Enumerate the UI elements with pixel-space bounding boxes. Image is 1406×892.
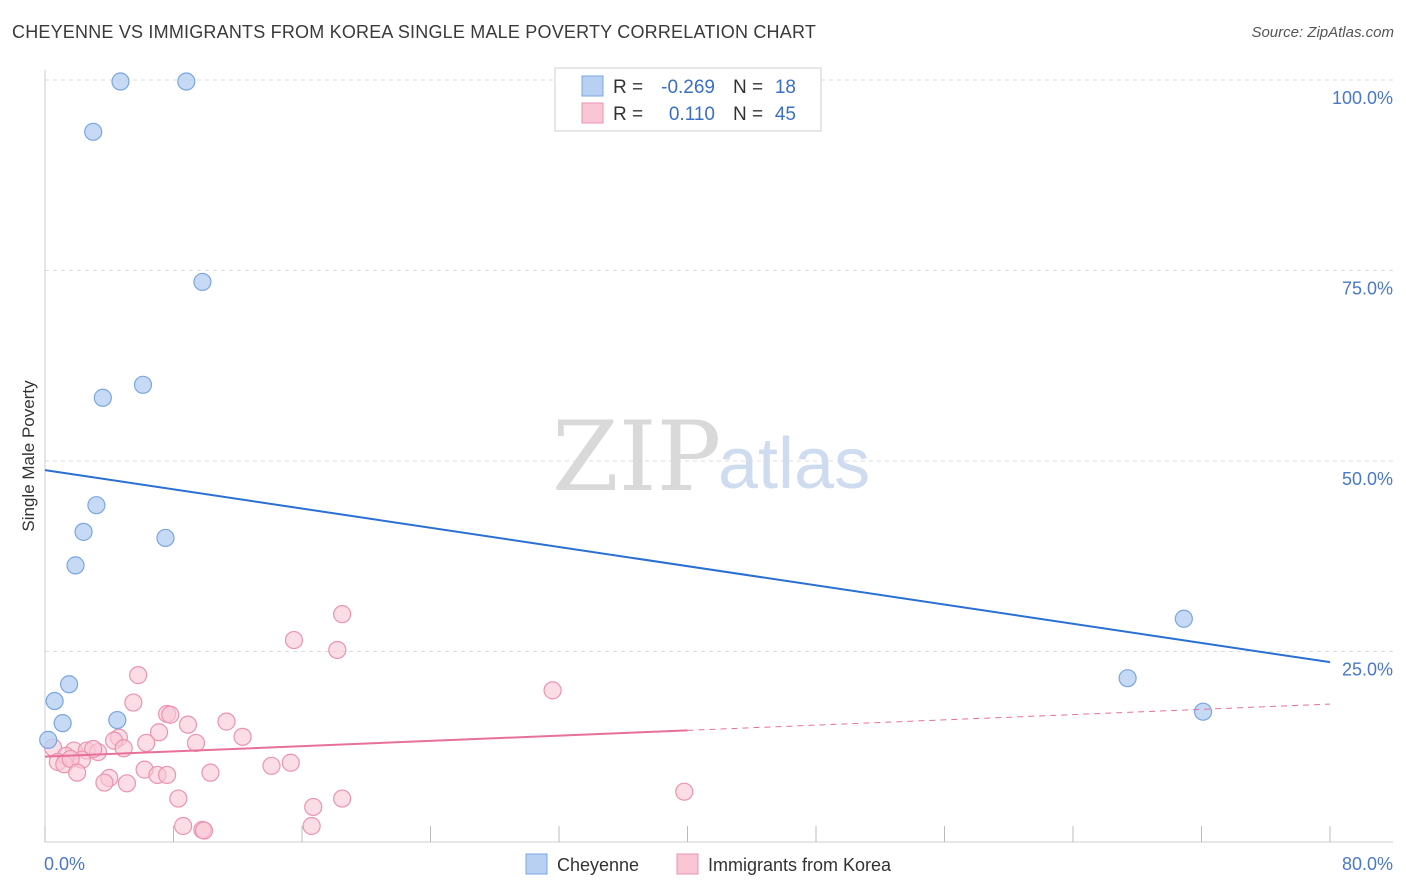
korea-point-39 (333, 789, 352, 808)
korea-trend-line-extension (687, 703, 1331, 731)
korea-point-9 (217, 712, 236, 731)
cheyenne-point-5 (133, 375, 153, 394)
x-tick-label-min: 0.0% (44, 854, 85, 874)
legend-n-value-2: 45 (775, 104, 796, 125)
korea-point-36 (117, 774, 137, 793)
korea-point-38 (169, 789, 188, 808)
legend-n-label-2: N = (733, 104, 763, 125)
korea-point-15 (186, 733, 206, 753)
y-tick-label-25: 25.0% (1342, 660, 1393, 680)
legend-swatch-cheyenne (581, 75, 604, 97)
cheyenne-point-11 (45, 691, 64, 711)
korea-point-8 (178, 715, 198, 734)
legend-r-value-1: -0.269 (661, 77, 715, 98)
korea-point-4 (543, 681, 562, 700)
watermark-zip: ZIP (552, 401, 721, 513)
bottom-legend-label-korea: Immigrants from Korea (708, 855, 892, 875)
cheyenne-point-1 (177, 72, 196, 91)
korea-point-30 (68, 763, 87, 782)
cheyenne-point-8 (156, 528, 175, 548)
chart-title: CHEYENNE VS IMMIGRANTS FROM KOREA SINGLE… (12, 22, 817, 42)
legend-r-label-2: R = (613, 104, 643, 125)
bottom-legend-swatch-cheyenne (525, 853, 548, 875)
trend-lines (44, 469, 1331, 758)
cheyenne-points (39, 72, 1213, 749)
y-axis-label: Single Male Poverty (19, 380, 38, 532)
correlation-legend: R = -0.269 N = 18 R = 0.110 N = 45 (554, 67, 822, 132)
y-tick-label-75: 75.0% (1342, 279, 1393, 299)
legend-n-label-1: N = (733, 77, 763, 98)
cheyenne-point-2 (84, 122, 103, 141)
korea-point-43 (194, 821, 214, 840)
cheyenne-point-9 (66, 556, 85, 575)
y-tick-label-50: 50.0% (1342, 469, 1393, 489)
y-tick-label-100: 100.0% (1332, 88, 1393, 108)
cheyenne-point-3 (193, 272, 212, 292)
cheyenne-point-12 (53, 714, 72, 733)
cheyenne-point-13 (108, 710, 127, 730)
korea-points (43, 605, 694, 840)
gridlines (45, 79, 1393, 652)
cheyenne-point-17 (1194, 702, 1213, 721)
legend-n-value-1: 18 (775, 77, 796, 98)
korea-point-32 (157, 765, 177, 785)
korea-point-20 (84, 739, 103, 759)
korea-point-10 (149, 723, 169, 742)
korea-point-35 (95, 773, 114, 792)
korea-point-11 (233, 727, 252, 746)
korea-point-41 (174, 816, 193, 836)
cheyenne-point-10 (59, 675, 79, 694)
korea-point-7 (161, 705, 180, 724)
korea-point-37 (675, 782, 694, 801)
watermark-atlas: atlas (718, 424, 870, 504)
korea-point-14 (137, 733, 156, 753)
series-legend: Cheyenne Immigrants from Korea (525, 853, 892, 875)
cheyenne-trend-line (44, 469, 1331, 664)
legend-r-value-2: 0.110 (669, 104, 715, 125)
korea-point-1 (284, 630, 304, 650)
cheyenne-point-14 (39, 730, 58, 749)
source-label: Source: ZipAtlas.com (1251, 24, 1394, 41)
legend-r-label-1: R = (613, 77, 643, 98)
korea-point-3 (129, 666, 148, 685)
korea-point-44 (302, 816, 321, 836)
cheyenne-point-6 (87, 496, 106, 515)
korea-point-28 (262, 756, 281, 775)
y-tick-labels: 25.0% 50.0% 75.0% 100.0% (1332, 88, 1393, 680)
cheyenne-point-16 (1118, 669, 1137, 688)
x-axis-ticks (44, 826, 1331, 842)
korea-point-2 (328, 640, 347, 660)
korea-trend-line (44, 729, 688, 758)
korea-point-5 (124, 693, 143, 712)
cheyenne-point-15 (1174, 609, 1193, 628)
cheyenne-point-4 (93, 388, 112, 407)
bottom-legend-swatch-korea (676, 853, 699, 875)
korea-point-33 (201, 763, 220, 782)
legend-swatch-korea (581, 102, 604, 124)
bottom-legend-label-cheyenne: Cheyenne (557, 855, 639, 875)
cheyenne-point-7 (74, 522, 93, 541)
korea-point-0 (333, 605, 352, 624)
korea-point-40 (304, 797, 323, 817)
korea-point-27 (281, 753, 300, 772)
x-tick-label-max: 80.0% (1342, 854, 1393, 874)
cheyenne-point-0 (111, 72, 130, 91)
